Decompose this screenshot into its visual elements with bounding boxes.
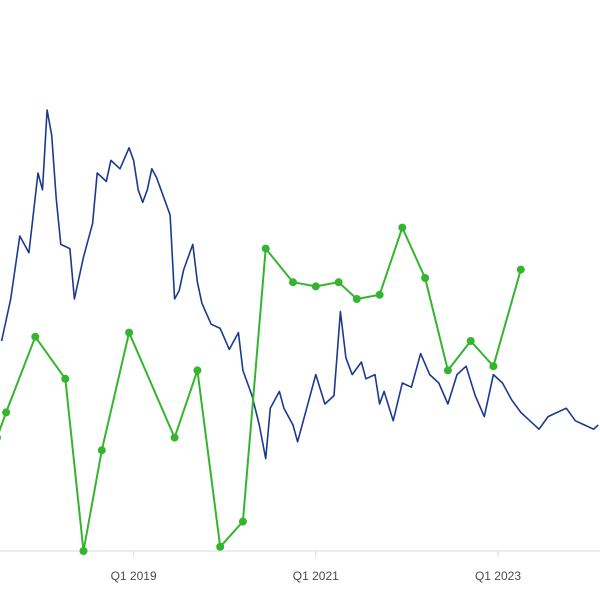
data-point-green	[61, 374, 70, 383]
data-point-green	[516, 265, 525, 274]
series-line-green	[0, 226, 522, 552]
data-point-green	[334, 278, 343, 287]
data-point-green	[352, 295, 361, 303]
x-tick-label: Q1 2021	[293, 569, 339, 583]
data-point-green	[2, 408, 11, 417]
data-point-green	[170, 433, 179, 442]
data-point-green	[443, 366, 452, 375]
data-point-green	[398, 223, 407, 232]
data-point-green	[79, 547, 88, 555]
x-axis	[0, 550, 600, 557]
data-point-green	[125, 328, 134, 337]
data-point-green	[311, 282, 320, 291]
data-point-green	[193, 366, 202, 375]
data-point-green	[238, 517, 247, 526]
series-line-blue	[0, 109, 599, 460]
x-tick-label: Q1 2019	[111, 569, 157, 583]
plot-area	[0, 109, 599, 555]
data-point-green	[216, 542, 225, 551]
data-point-green	[31, 332, 40, 341]
data-point-green	[261, 244, 270, 253]
data-point-green	[0, 434, 1, 441]
data-point-green	[375, 290, 384, 299]
data-point-green	[489, 362, 498, 371]
x-tick-label: Q1 2023	[475, 569, 521, 583]
data-point-green	[421, 274, 430, 282]
data-point-green	[466, 337, 475, 345]
data-point-green	[97, 446, 106, 455]
x-axis-labels: Q1 2019 Q1 2021 Q1 2023	[111, 569, 522, 583]
data-point-green	[289, 278, 297, 287]
